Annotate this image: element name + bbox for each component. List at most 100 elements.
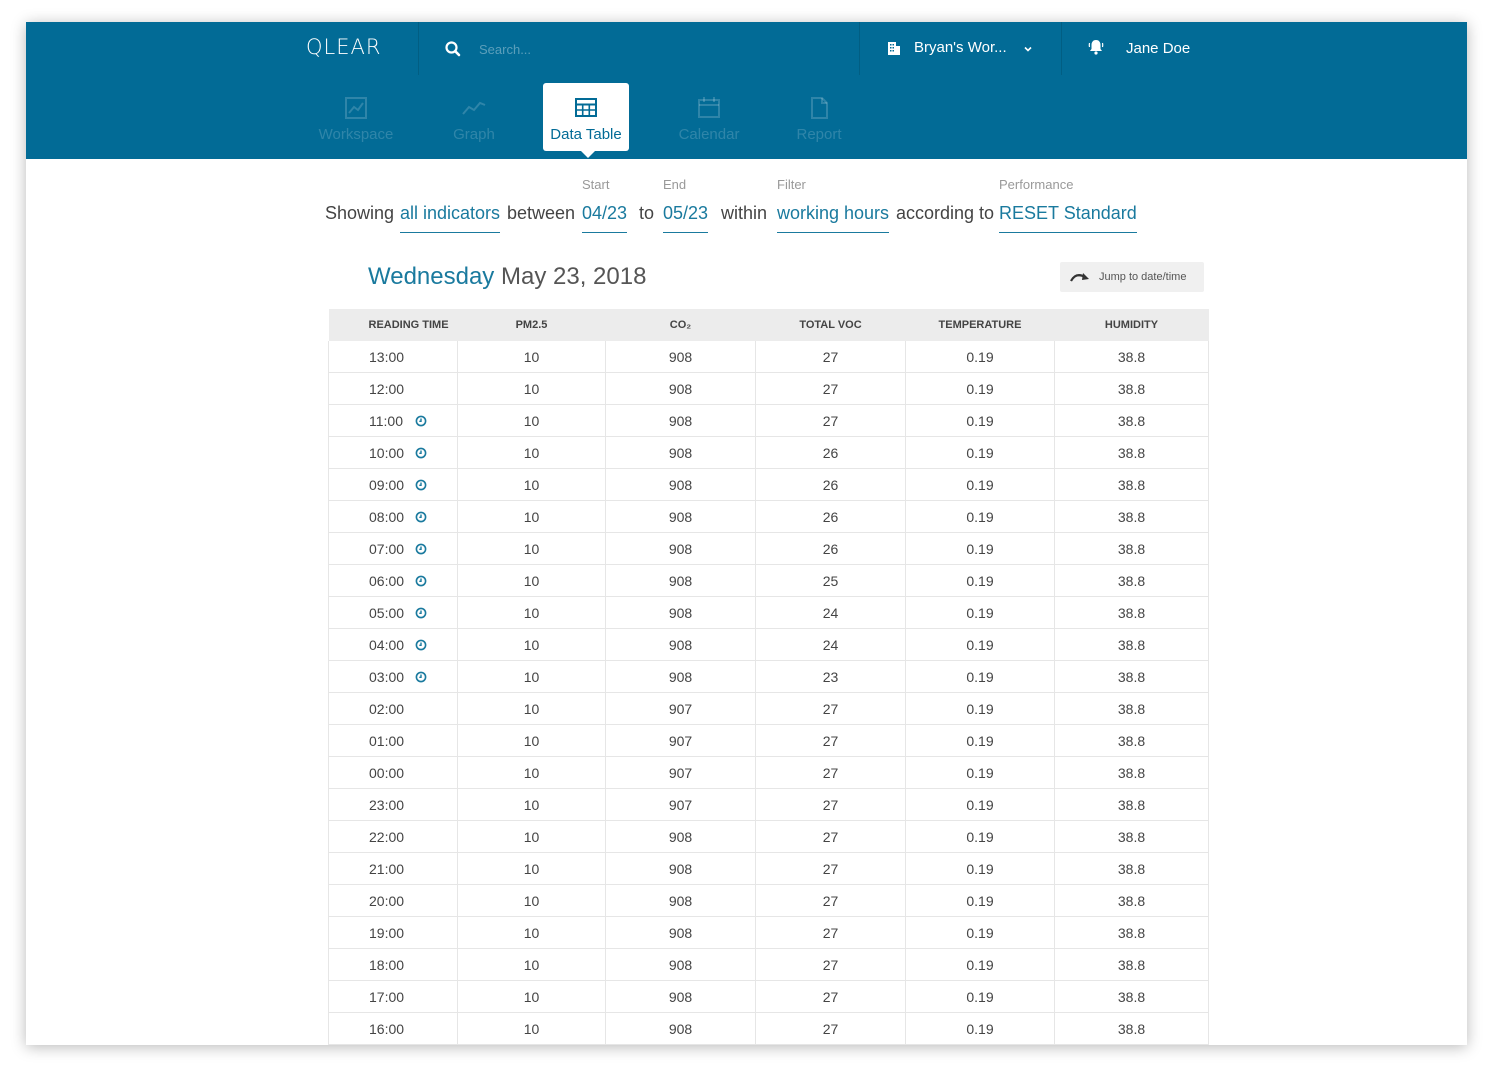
data-table: READING TIME PM2.5 CO₂ TOTAL VOC TEMPERA… bbox=[328, 309, 1209, 1045]
bell-icon[interactable] bbox=[1087, 38, 1105, 56]
pm25-cell: 10 bbox=[457, 756, 606, 789]
reading-time-cell: 03:00 bbox=[328, 660, 458, 693]
pm25-cell: 10 bbox=[457, 341, 606, 373]
tab-workspace[interactable]: Workspace bbox=[308, 83, 404, 151]
voc-cell: 23 bbox=[755, 660, 906, 693]
pm25-cell: 10 bbox=[457, 564, 606, 597]
clock-icon[interactable] bbox=[415, 415, 427, 427]
table-row: 05:00 10 908 24 0.19 38.8 bbox=[328, 596, 1209, 629]
temperature-cell: 0.19 bbox=[905, 724, 1055, 757]
humidity-cell: 38.8 bbox=[1054, 372, 1209, 405]
reading-time-label: 10:00 bbox=[369, 444, 405, 461]
column-header-temperature[interactable]: TEMPERATURE bbox=[905, 309, 1055, 341]
voc-cell: 27 bbox=[755, 756, 906, 789]
temperature-cell: 0.19 bbox=[905, 436, 1055, 469]
temperature-cell: 0.19 bbox=[905, 980, 1055, 1013]
column-header-co2[interactable]: CO₂ bbox=[605, 309, 756, 341]
reading-time-cell: 06:00 bbox=[328, 564, 458, 597]
pm25-cell: 10 bbox=[457, 660, 606, 693]
reading-time-label: 22:00 bbox=[369, 828, 405, 845]
reading-time-label: 06:00 bbox=[369, 572, 405, 589]
temperature-cell: 0.19 bbox=[905, 372, 1055, 405]
table-row: 22:00 10 908 27 0.19 38.8 bbox=[328, 820, 1209, 853]
tab-report[interactable]: Report bbox=[786, 83, 852, 151]
clock-icon[interactable] bbox=[415, 447, 427, 459]
workspace-selector[interactable]: Bryan's Wor... bbox=[859, 22, 1062, 75]
table-row: 13:00 10 908 27 0.19 38.8 bbox=[328, 341, 1209, 373]
indicators-value: all indicators bbox=[400, 203, 501, 233]
clock-icon[interactable] bbox=[415, 639, 427, 651]
pm25-cell: 10 bbox=[457, 980, 606, 1013]
to-text: to bbox=[639, 203, 655, 223]
tab-calendar[interactable]: Calendar bbox=[666, 83, 752, 151]
reading-time-label: 13:00 bbox=[369, 348, 405, 365]
nav-tabs: Workspace Graph Data Table bbox=[26, 75, 1467, 159]
table-row: 07:00 10 908 26 0.19 38.8 bbox=[328, 532, 1209, 565]
temperature-cell: 0.19 bbox=[905, 596, 1055, 629]
humidity-cell: 38.8 bbox=[1054, 788, 1209, 821]
clock-icon[interactable] bbox=[415, 511, 427, 523]
clock-icon[interactable] bbox=[415, 479, 427, 491]
clock-icon[interactable] bbox=[415, 543, 427, 555]
voc-cell: 27 bbox=[755, 820, 906, 853]
table-row: 11:00 10 908 27 0.19 38.8 bbox=[328, 404, 1209, 437]
co2-cell: 908 bbox=[605, 1012, 756, 1045]
column-header-reading-time[interactable]: READING TIME bbox=[328, 309, 458, 341]
voc-cell: 24 bbox=[755, 628, 906, 661]
app-logo[interactable]: QLEAR bbox=[306, 35, 382, 59]
table-row: 08:00 10 908 26 0.19 38.8 bbox=[328, 500, 1209, 533]
column-header-total-voc[interactable]: TOTAL VOC bbox=[755, 309, 906, 341]
table-icon bbox=[575, 98, 597, 117]
voc-cell: 26 bbox=[755, 532, 906, 565]
co2-cell: 908 bbox=[605, 916, 756, 949]
reading-time-cell: 12:00 bbox=[328, 372, 458, 405]
graph-icon bbox=[462, 101, 486, 115]
search-box[interactable] bbox=[418, 22, 860, 75]
between-text: between bbox=[507, 203, 576, 223]
temperature-cell: 0.19 bbox=[905, 756, 1055, 789]
workspace-label: Bryan's Wor... bbox=[914, 39, 1007, 56]
column-header-pm25[interactable]: PM2.5 bbox=[457, 309, 606, 341]
user-name[interactable]: Jane Doe bbox=[1126, 40, 1191, 57]
humidity-cell: 38.8 bbox=[1054, 916, 1209, 949]
tab-data-table[interactable]: Data Table bbox=[543, 83, 629, 158]
humidity-cell: 38.8 bbox=[1054, 596, 1209, 629]
co2-cell: 908 bbox=[605, 404, 756, 437]
according-to-text: according to bbox=[896, 203, 995, 223]
top-header: QLEAR Bryan's Wor... bbox=[26, 22, 1467, 75]
search-input[interactable] bbox=[477, 37, 841, 61]
co2-cell: 908 bbox=[605, 436, 756, 469]
humidity-cell: 38.8 bbox=[1054, 660, 1209, 693]
reading-time-cell: 01:00 bbox=[328, 724, 458, 757]
co2-cell: 908 bbox=[605, 532, 756, 565]
pm25-cell: 10 bbox=[457, 884, 606, 917]
co2-cell: 908 bbox=[605, 948, 756, 981]
voc-cell: 27 bbox=[755, 341, 906, 373]
temperature-cell: 0.19 bbox=[905, 468, 1055, 501]
tab-graph[interactable]: Graph bbox=[436, 83, 512, 151]
temperature-cell: 0.19 bbox=[905, 341, 1055, 373]
clock-icon[interactable] bbox=[415, 575, 427, 587]
reading-time-cell: 20:00 bbox=[328, 884, 458, 917]
pm25-cell: 10 bbox=[457, 532, 606, 565]
clock-icon[interactable] bbox=[415, 671, 427, 683]
temperature-cell: 0.19 bbox=[905, 1012, 1055, 1045]
jump-to-date-button[interactable]: Jump to date/time bbox=[1060, 262, 1204, 292]
clock-icon[interactable] bbox=[415, 607, 427, 619]
report-icon bbox=[811, 97, 828, 119]
co2-cell: 908 bbox=[605, 372, 756, 405]
table-header-row: READING TIME PM2.5 CO₂ TOTAL VOC TEMPERA… bbox=[328, 309, 1209, 341]
temperature-cell: 0.19 bbox=[905, 884, 1055, 917]
column-header-humidity[interactable]: HUMIDITY bbox=[1054, 309, 1209, 341]
temperature-cell: 0.19 bbox=[905, 692, 1055, 725]
reading-time-cell: 08:00 bbox=[328, 500, 458, 533]
humidity-cell: 38.8 bbox=[1054, 404, 1209, 437]
reading-time-label: 12:00 bbox=[369, 380, 405, 397]
voc-cell: 27 bbox=[755, 852, 906, 885]
voc-cell: 27 bbox=[755, 980, 906, 1013]
reading-time-label: 20:00 bbox=[369, 892, 405, 909]
reading-time-label: 11:00 bbox=[369, 412, 403, 429]
temperature-cell: 0.19 bbox=[905, 788, 1055, 821]
reading-time-cell: 04:00 bbox=[328, 628, 458, 661]
table-row: 18:00 10 908 27 0.19 38.8 bbox=[328, 948, 1209, 981]
